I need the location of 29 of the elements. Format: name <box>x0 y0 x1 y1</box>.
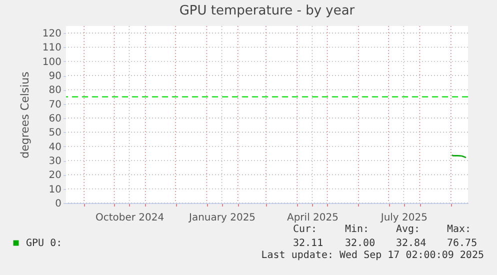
x-tick-label: July 2025 <box>380 212 428 224</box>
text: Last update: Wed Sep 17 02:00:09 2025 <box>261 250 484 261</box>
y-tick-label: 100 <box>42 56 62 68</box>
legend-label: GPU 0: <box>26 238 62 249</box>
x-tick-label: April 2025 <box>286 212 338 224</box>
y-tick-label: 10 <box>48 184 62 196</box>
y-tick-label: 90 <box>48 71 62 82</box>
y-tick-label: 120 <box>42 28 62 40</box>
x-tick-label: October 2024 <box>95 212 164 224</box>
y-tick-label: 50 <box>48 128 62 139</box>
chart-title: GPU temperature - by year <box>179 4 356 19</box>
y-tick-label: 30 <box>48 156 62 168</box>
x-tick-label: January 2025 <box>188 212 256 224</box>
y-tick-label: 40 <box>48 142 62 153</box>
y-axis-title: degrees Celsius <box>18 71 32 158</box>
y-tick-label: 70 <box>48 99 62 110</box>
text: 32.00 <box>345 238 376 249</box>
text: 32.11 <box>293 238 324 249</box>
text: Min: <box>345 224 370 235</box>
text: Cur: <box>293 224 318 235</box>
text: Max: <box>447 224 472 235</box>
y-tick-label: 110 <box>42 42 62 54</box>
y-tick-label: 80 <box>48 85 62 96</box>
y-tick-label: 0 <box>55 198 62 210</box>
text: 76.75 <box>447 238 478 249</box>
y-tick-label: 20 <box>48 170 62 182</box>
text: Avg: <box>396 224 420 235</box>
y-tick-label: 60 <box>48 114 62 125</box>
text: 32.84 <box>396 238 426 249</box>
